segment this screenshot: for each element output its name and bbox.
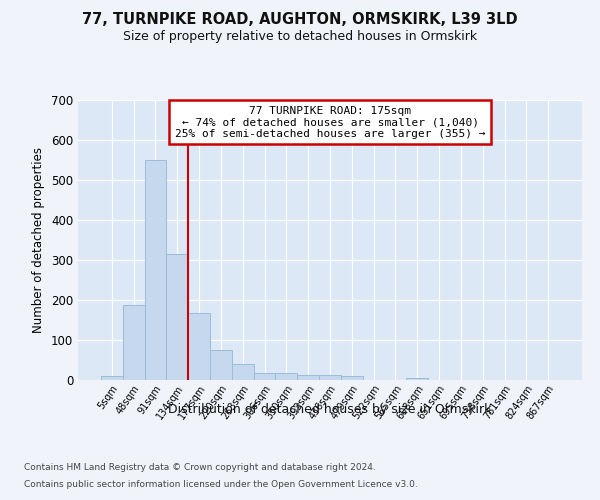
- Bar: [406, 378, 428, 380]
- Bar: [341, 376, 363, 380]
- Text: Size of property relative to detached houses in Ormskirk: Size of property relative to detached ho…: [123, 30, 477, 43]
- Y-axis label: Number of detached properties: Number of detached properties: [32, 147, 46, 333]
- Bar: [101, 376, 123, 380]
- Bar: [166, 254, 188, 380]
- Bar: [254, 373, 275, 380]
- Bar: [210, 350, 232, 380]
- Bar: [232, 364, 254, 380]
- Bar: [188, 313, 210, 380]
- Text: Contains public sector information licensed under the Open Government Licence v3: Contains public sector information licen…: [24, 480, 418, 489]
- Bar: [275, 373, 297, 380]
- Bar: [297, 375, 319, 380]
- Bar: [123, 305, 145, 380]
- Text: 77 TURNPIKE ROAD: 175sqm
← 74% of detached houses are smaller (1,040)
25% of sem: 77 TURNPIKE ROAD: 175sqm ← 74% of detach…: [175, 106, 485, 139]
- Bar: [319, 375, 341, 380]
- Bar: [145, 160, 166, 380]
- Text: 77, TURNPIKE ROAD, AUGHTON, ORMSKIRK, L39 3LD: 77, TURNPIKE ROAD, AUGHTON, ORMSKIRK, L3…: [82, 12, 518, 28]
- Text: Contains HM Land Registry data © Crown copyright and database right 2024.: Contains HM Land Registry data © Crown c…: [24, 462, 376, 471]
- Text: Distribution of detached houses by size in Ormskirk: Distribution of detached houses by size …: [169, 402, 491, 415]
